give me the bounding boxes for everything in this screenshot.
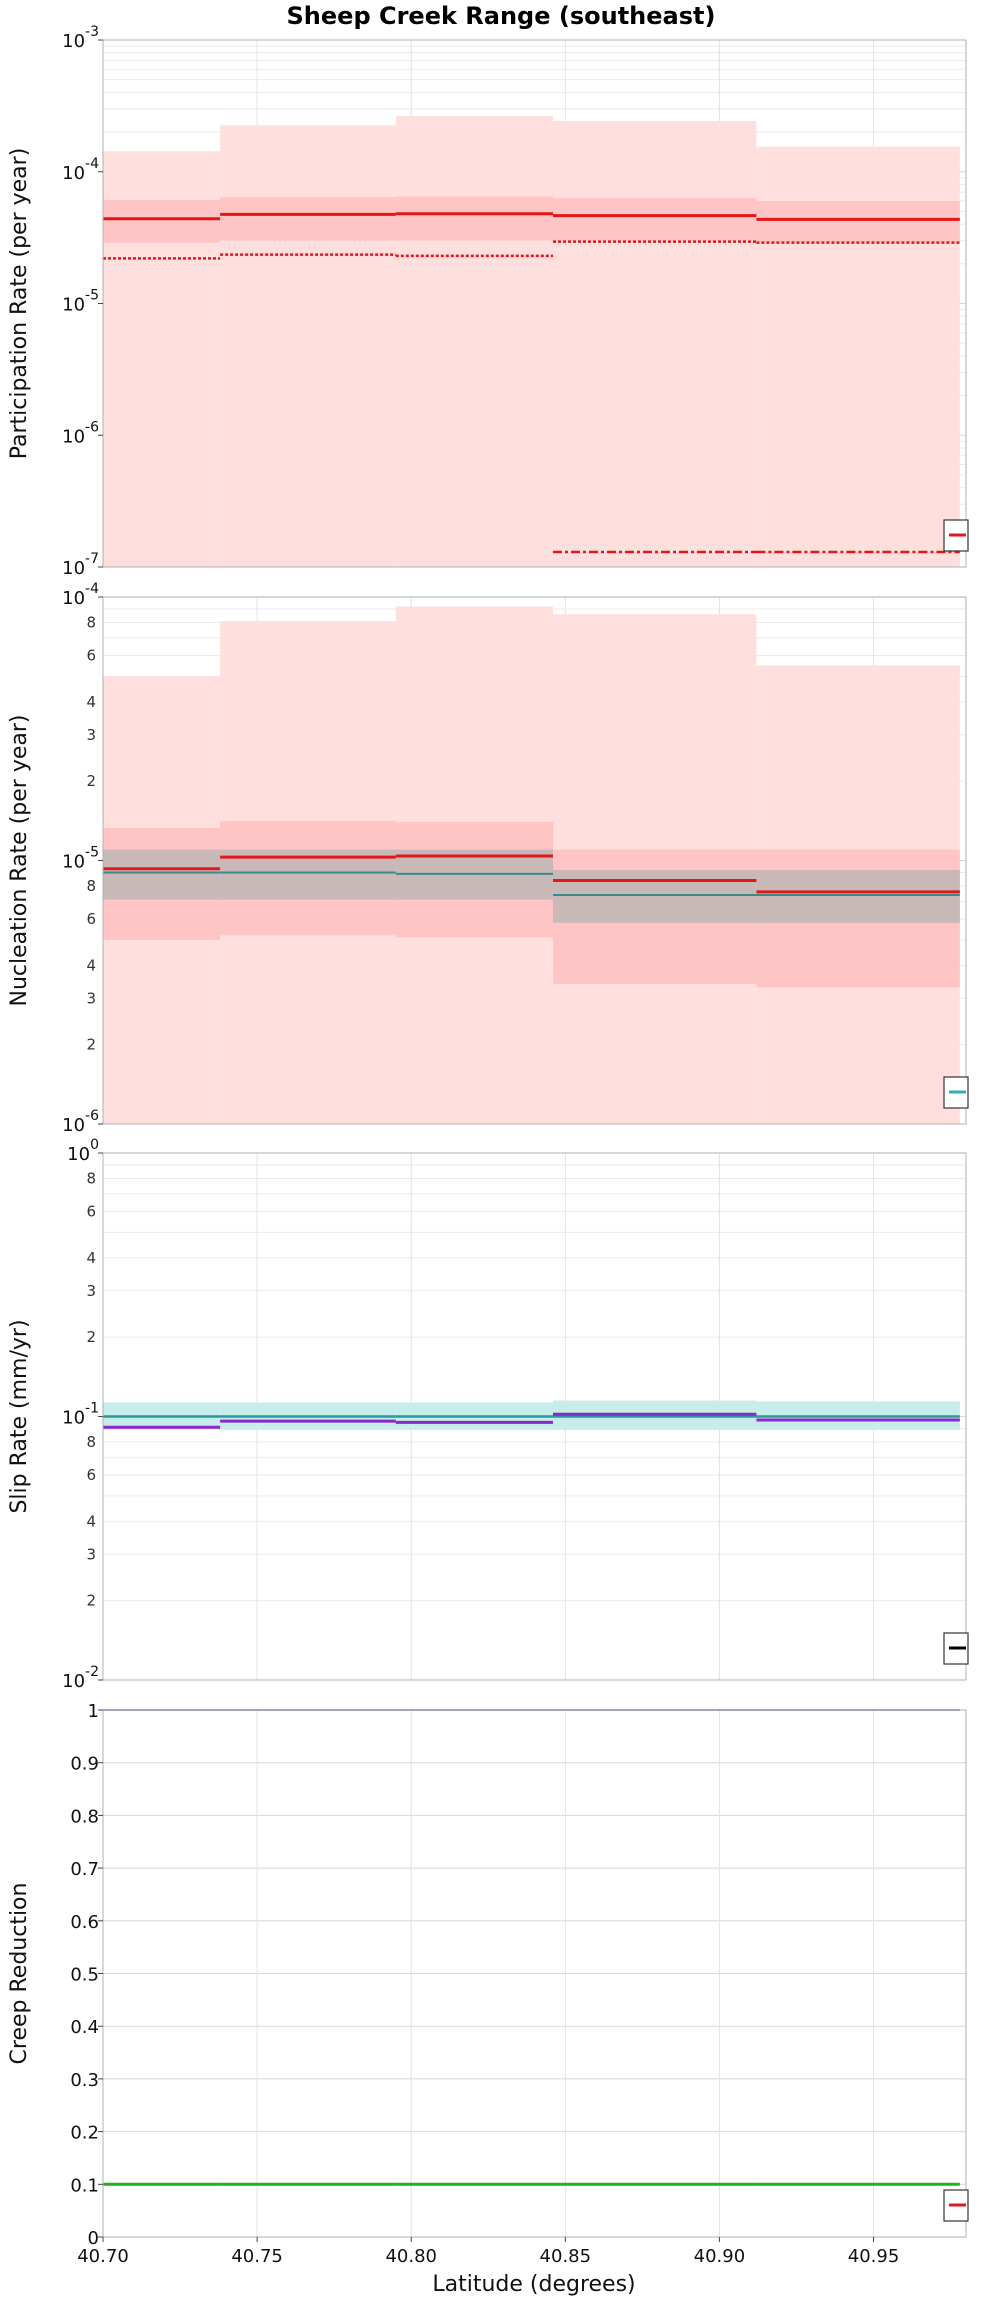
y-tick-label: 0.4 xyxy=(70,2017,99,2038)
y-minor-tick-label: 3 xyxy=(86,726,96,744)
y-ticks: 10-7 10-6 10-5 10-4 10-3 xyxy=(62,24,103,579)
y-tick-label: 10-7 xyxy=(62,551,99,579)
band-segment xyxy=(220,125,396,568)
legend xyxy=(943,519,969,552)
y-minor-tick-label: 3 xyxy=(86,989,96,1007)
y-minor-tick-label: 2 xyxy=(86,1328,96,1346)
y-minor-tick-label: 8 xyxy=(86,1170,96,1188)
y-minor-tick-label: 2 xyxy=(86,1592,96,1610)
band-segment xyxy=(103,200,221,243)
x-tick-label: 40.90 xyxy=(694,2246,746,2267)
y-tick-label: 0.9 xyxy=(70,1754,99,1775)
panel-2: 10-6 10-5 10-4 2 3 4 6 8 2 3 4 6 8 Nucleation Rate (p… xyxy=(7,581,969,1136)
y-minor-tick-label: 8 xyxy=(86,1433,96,1451)
band-segment xyxy=(552,198,757,241)
y-minor-tick-label: 8 xyxy=(86,877,96,895)
y-tick-label: 10-3 xyxy=(62,24,99,52)
band-segment xyxy=(552,120,757,567)
x-tick-label: 40.85 xyxy=(540,2246,592,2267)
y-axis-label: Creep Reduction xyxy=(7,1883,32,2065)
series-line-2 xyxy=(103,1412,960,1429)
y-tick-label: 10-6 xyxy=(62,1108,99,1136)
y-minor-tick-label: 6 xyxy=(86,1466,96,1484)
y-axis-label: Participation Rate (per year) xyxy=(7,148,32,460)
y-tick-label: 1 xyxy=(88,1701,99,1722)
band-segment xyxy=(220,197,396,241)
y-minor-tick-label: 6 xyxy=(86,646,96,664)
y-tick-label: 0.2 xyxy=(70,2123,99,2144)
y-minor-tick-label: 6 xyxy=(86,910,96,928)
legend xyxy=(943,1632,969,1665)
y-minor-tick-label: 2 xyxy=(86,772,96,790)
x-tick-label: 40.95 xyxy=(848,2246,900,2267)
x-axis-label: Latitude (degrees) xyxy=(432,2272,635,2297)
y-tick-label: 10-2 xyxy=(62,1664,99,1692)
panel-4: 0 0.1 0.2 0.3 0.4 0.5 0.6 0.7 0.8 0.9 1 Creep Reduc… xyxy=(7,1701,969,2249)
y-minor-tick-label: 4 xyxy=(86,693,96,711)
x-tick-label: 40.80 xyxy=(385,2246,437,2267)
band-segment xyxy=(103,849,221,900)
band-segment xyxy=(395,196,553,241)
y-tick-label: 10-4 xyxy=(62,156,99,184)
y-minor-tick-label: 3 xyxy=(86,1282,96,1300)
y-tick-label: 0.5 xyxy=(70,1965,99,1986)
uncertainty-band-1 xyxy=(103,115,960,568)
series-line-1 xyxy=(103,871,960,896)
series-line-2 xyxy=(103,854,960,894)
y-minor-tick-label: 2 xyxy=(86,1036,96,1054)
series-line-1 xyxy=(103,212,960,221)
y-axis-label: Nucleation Rate (per year) xyxy=(7,715,32,1007)
y-axis-label: Slip Rate (mm/yr) xyxy=(7,1319,32,1513)
y-tick-label: 10-5 xyxy=(62,288,99,316)
x-tick-label: 40.75 xyxy=(231,2246,283,2267)
y-minor-tick-label: 4 xyxy=(86,1249,96,1267)
y-minor-tick-label: 6 xyxy=(86,1202,96,1220)
y-tick-label: 0.7 xyxy=(70,1859,99,1880)
legend xyxy=(943,1076,969,1109)
figure-title: Sheep Creek Range (southeast) xyxy=(287,2,716,30)
uncertainty-band-2 xyxy=(103,196,960,243)
y-tick-label: 10-1 xyxy=(62,1401,99,1429)
y-tick-label: 100 xyxy=(67,1137,99,1165)
y-tick-label: 0.6 xyxy=(70,1912,99,1933)
band-segment xyxy=(395,115,553,567)
uncertainty-band-3 xyxy=(103,849,960,923)
y-minor-tick-label: 4 xyxy=(86,956,96,974)
panel-1: 10-7 10-6 10-5 10-4 10-3 Participation Rate (… xyxy=(7,24,969,579)
x-axis: 40.70 40.75 40.80 40.85 40.90 40.95 xyxy=(77,2237,899,2267)
panel-3: 10-2 10-1 100 2 3 4 6 8 2 3 4 6 8 Slip Rate (mm/yr) xyxy=(7,1137,969,1692)
y-tick-label: 0 xyxy=(88,2228,99,2249)
y-tick-label: 10-6 xyxy=(62,419,99,447)
y-tick-label: 0.8 xyxy=(70,1806,99,1827)
y-tick-label: 0.1 xyxy=(70,2175,99,2196)
y-minor-tick-label: 4 xyxy=(86,1512,96,1530)
series-line-2 xyxy=(103,240,960,260)
y-ticks: 0 0.1 0.2 0.3 0.4 0.5 0.6 0.7 0.8 0.9 1 xyxy=(70,1701,103,2249)
y-tick-label: 10-4 xyxy=(62,581,99,609)
legend xyxy=(943,2189,969,2222)
y-ticks: 10-2 10-1 100 2 3 4 6 8 2 3 4 6 8 xyxy=(62,1137,103,1692)
band-segment xyxy=(552,870,757,923)
band-segment xyxy=(756,870,960,923)
uncertainty-band-1 xyxy=(103,1400,960,1430)
band-segment xyxy=(756,200,960,243)
y-minor-tick-label: 8 xyxy=(86,614,96,632)
panels: 10-7 10-6 10-5 10-4 10-3 Participation Rate (… xyxy=(7,24,969,2249)
y-tick-label: 10-5 xyxy=(62,845,99,873)
y-tick-label: 0.3 xyxy=(70,2070,99,2091)
y-minor-tick-label: 3 xyxy=(86,1545,96,1563)
y-ticks: 10-6 10-5 10-4 2 3 4 6 8 2 3 4 6 8 xyxy=(62,581,103,1136)
x-tick-label: 40.70 xyxy=(77,2246,129,2267)
